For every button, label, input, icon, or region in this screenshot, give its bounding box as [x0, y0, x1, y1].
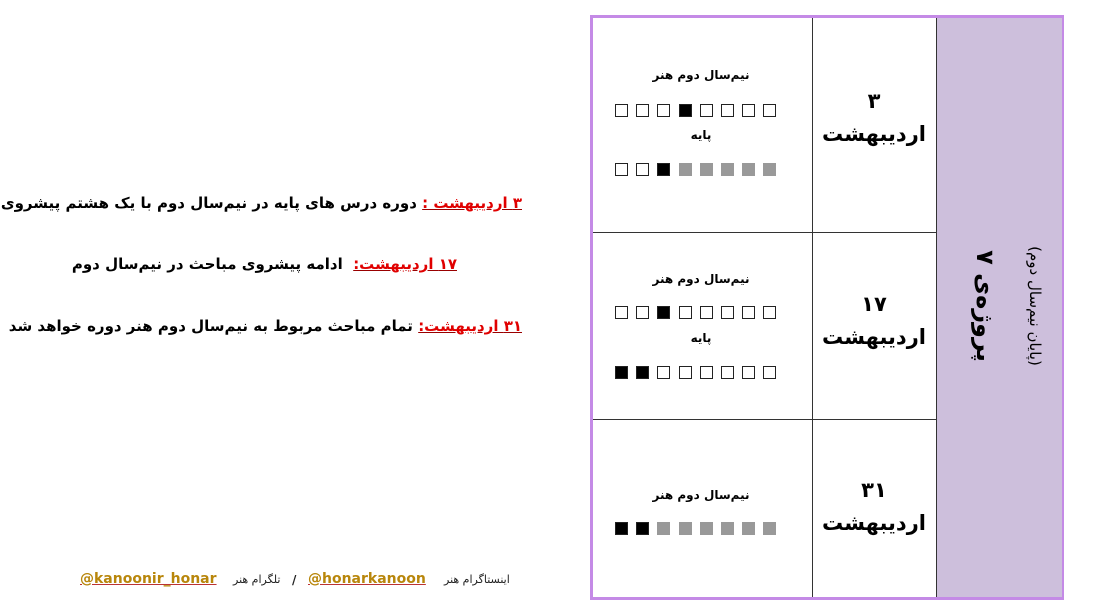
- row-label: پایه: [690, 331, 712, 345]
- note-text: تمام مباحث مربوط به نیم‌سال دوم هنر دوره…: [8, 317, 413, 335]
- note-text: ادامه پیشروی مباحث در نیم‌سال دوم: [71, 255, 343, 273]
- note: ۱۷ اردیبهشت: ادامه پیشروی مباحث در نیم‌س…: [0, 255, 457, 273]
- section-title: پروژه‌ی ۷: [971, 250, 999, 362]
- progress-square: [721, 306, 734, 319]
- progress-square: [678, 366, 692, 379]
- progress-square: [636, 366, 650, 379]
- progress-square: [678, 306, 692, 319]
- progress-square: [721, 104, 734, 117]
- progress-square: [742, 522, 756, 535]
- section-cell: [936, 18, 1062, 597]
- progress-square: [742, 163, 756, 176]
- progress-square: [615, 104, 628, 117]
- progress-square: [657, 306, 671, 319]
- progress-square: [615, 306, 628, 319]
- instagram-handle: @honarkanoon: [308, 571, 426, 587]
- row-day: ۳: [867, 89, 881, 113]
- row-month: اردیبهشت: [822, 511, 926, 535]
- progress-square: [742, 366, 756, 379]
- progress-square: [742, 306, 756, 319]
- progress-square: [636, 163, 650, 176]
- instagram-label: اینستاگرام هنر: [444, 573, 510, 586]
- progress-square: [763, 366, 777, 379]
- progress-square: [699, 366, 713, 379]
- progress-square: [699, 522, 713, 535]
- separator: /: [292, 573, 297, 587]
- note-date: ۱۷ اردیبهشت:: [353, 255, 457, 273]
- note-text: دوره درس های پایه در نیم‌سال دوم با یک ه…: [0, 194, 417, 212]
- note: ۳ اردیبهشت : دوره درس های پایه در نیم‌سا…: [0, 194, 522, 212]
- progress-square: [615, 522, 628, 535]
- telegram-label: تلگرام هنر: [233, 573, 281, 586]
- note-date: ۳ اردیبهشت :: [422, 194, 522, 212]
- progress-square: [763, 306, 777, 319]
- row-label: نیم‌سال دوم هنر: [652, 488, 750, 502]
- row-label: پایه: [690, 128, 712, 142]
- progress-square: [678, 522, 692, 535]
- progress-square: [678, 163, 692, 176]
- column-line: [812, 18, 813, 597]
- note-date: ۳۱ اردیبهشت:: [418, 317, 522, 335]
- progress-square: [615, 366, 628, 379]
- note: ۳۱ اردیبهشت: تمام مباحث مربوط به نیم‌سال…: [0, 317, 522, 335]
- progress-square: [615, 163, 628, 176]
- progress-square: [657, 163, 671, 176]
- row-day: ۳۱: [861, 478, 887, 502]
- row-month: اردیبهشت: [822, 325, 926, 349]
- table-frame: [590, 15, 1064, 600]
- progress-square: [699, 104, 713, 117]
- progress-square: [742, 104, 756, 117]
- progress-square: [721, 522, 734, 535]
- progress-square: [657, 366, 671, 379]
- row-day: ۱۷: [861, 292, 887, 316]
- progress-square: [657, 522, 671, 535]
- progress-square: [636, 522, 650, 535]
- progress-square: [721, 366, 734, 379]
- row-line: [593, 232, 936, 233]
- telegram-handle: @kanoonir_honar: [80, 571, 217, 587]
- progress-square: [657, 104, 671, 117]
- progress-square: [678, 104, 692, 117]
- row-month: اردیبهشت: [822, 122, 926, 146]
- progress-square: [763, 522, 777, 535]
- row-label: نیم‌سال دوم هنر: [652, 68, 750, 82]
- progress-square: [763, 104, 777, 117]
- progress-square: [699, 306, 713, 319]
- progress-square: [699, 163, 713, 176]
- row-label: نیم‌سال دوم هنر: [652, 272, 750, 286]
- progress-square: [636, 306, 650, 319]
- row-line: [593, 419, 936, 420]
- progress-square: [636, 104, 650, 117]
- progress-square: [763, 163, 777, 176]
- section-subtitle: (پایان نیم‌سال دوم): [1026, 246, 1044, 366]
- progress-square: [721, 163, 734, 176]
